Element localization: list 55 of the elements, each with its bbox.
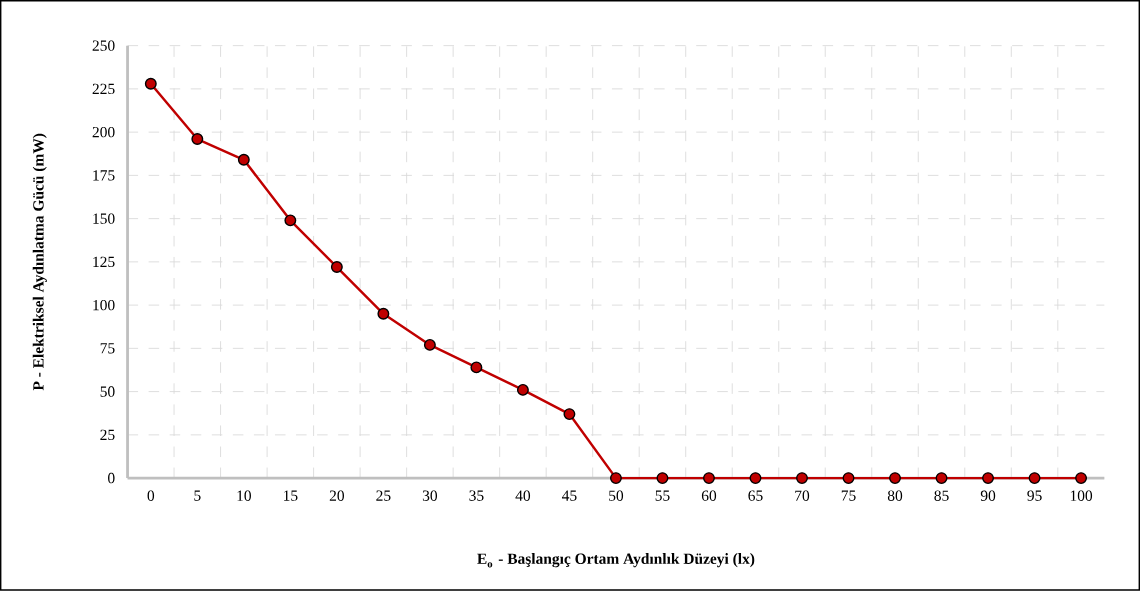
x-tick-label: 70: [795, 490, 810, 502]
y-tick-label: 150: [93, 213, 115, 225]
x-tick-label: 15: [284, 490, 298, 502]
point: [191, 133, 204, 146]
y-tick-label: 0: [108, 473, 115, 484]
y-tick-label: 225: [92, 83, 115, 95]
x-tick-label: 55: [655, 490, 670, 501]
x-tick-label: 45: [561, 490, 577, 501]
y-tick-label: 25: [100, 429, 115, 441]
point: [842, 472, 855, 485]
point: [423, 339, 436, 352]
x-tick-label: 85: [934, 490, 949, 502]
x-axis-title: E$_{o}$ - Başlangıç Ortam Aydınlık Düzeyi (lx): [477, 553, 755, 568]
point: [237, 154, 250, 166]
point: [609, 472, 622, 485]
x-tick-label: 35: [469, 490, 484, 502]
y-tick-label: 50: [100, 386, 115, 397]
point: [516, 384, 529, 397]
point: [330, 261, 343, 274]
x-tick-label: 75: [841, 490, 856, 501]
x-tick-label: 30: [422, 490, 438, 502]
x-tick-label: 0: [147, 490, 155, 502]
x-tick-label: 60: [701, 490, 717, 502]
point: [1028, 472, 1041, 485]
point: [144, 77, 157, 90]
point: [656, 472, 669, 485]
x-tick-label: 25: [376, 490, 391, 502]
point: [935, 472, 948, 485]
x-tick-label: 80: [887, 490, 903, 502]
y-tick-label: 200: [92, 127, 115, 138]
point: [284, 214, 297, 227]
x-tick-label: 50: [609, 490, 624, 502]
y-tick-label: 125: [93, 256, 115, 268]
point: [703, 472, 715, 485]
x-tick-label: 65: [748, 490, 763, 502]
x-tick-label: 40: [515, 490, 531, 502]
x-tick-label: 10: [237, 490, 251, 502]
x-tick-label: 90: [980, 490, 996, 502]
point: [470, 361, 483, 374]
x-tick-label: 5: [194, 490, 201, 501]
point: [796, 472, 808, 485]
x-tick-label: 100: [1070, 490, 1093, 502]
y-tick-label: 250: [92, 40, 115, 52]
point: [889, 472, 901, 485]
y-axis-title: P - Elektriksel Aydınlatma Gücü (mW): [32, 133, 47, 391]
y-tick-label: 75: [100, 343, 115, 354]
point: [1075, 472, 1088, 485]
point: [749, 472, 762, 485]
x-tick-label: 95: [1027, 490, 1042, 502]
point: [377, 307, 390, 320]
x-tick-label: 20: [329, 490, 345, 502]
y-tick-label: 175: [93, 170, 115, 181]
point: [982, 472, 995, 485]
point: [563, 408, 576, 421]
y-tick-label: 100: [93, 300, 115, 311]
